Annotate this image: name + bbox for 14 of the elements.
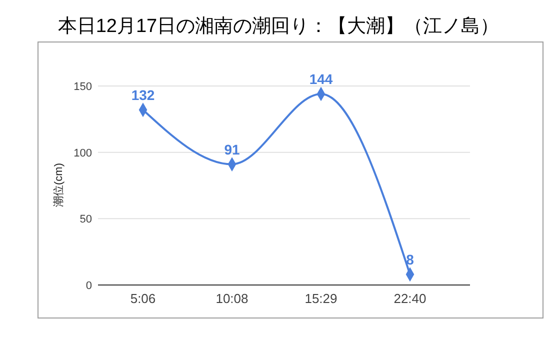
- data-label: 8: [406, 251, 414, 268]
- y-tick-label: 0: [86, 280, 92, 292]
- data-label: 132: [131, 86, 155, 103]
- x-tick-label: 5:06: [130, 291, 156, 306]
- y-tick-label: 150: [74, 81, 92, 93]
- data-label: 91: [224, 141, 240, 158]
- y-axis-title: 潮位(cm): [52, 163, 65, 207]
- y-tick-label: 50: [80, 214, 92, 226]
- chart-title: 本日12月17日の湘南の潮回り：【大潮】（江ノ島）: [58, 16, 500, 37]
- x-tick-label: 22:40: [394, 291, 426, 306]
- x-tick-label: 15:29: [304, 291, 338, 306]
- data-label: 144: [309, 70, 333, 87]
- y-tick-label: 100: [74, 147, 92, 160]
- x-tick-label: 10:08: [216, 291, 248, 306]
